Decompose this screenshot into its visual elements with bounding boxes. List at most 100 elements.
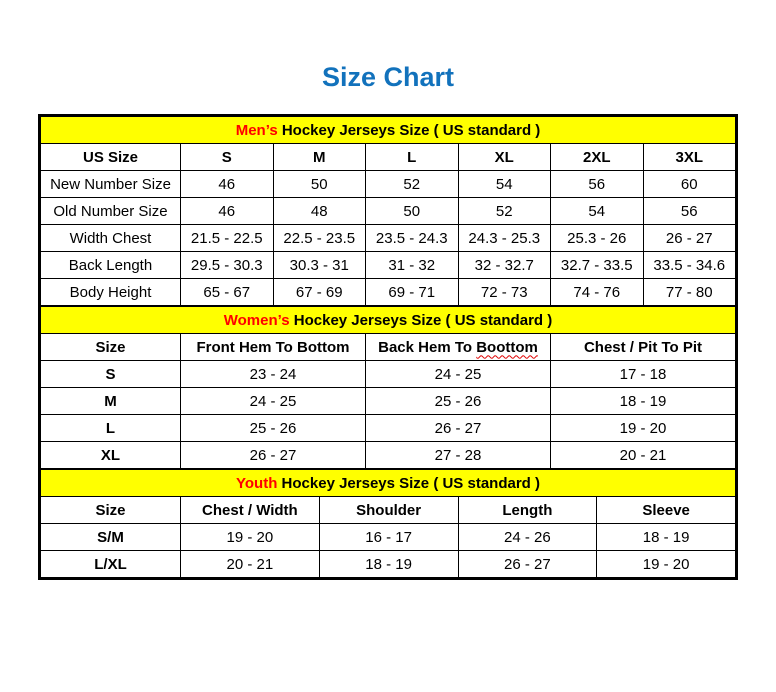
data-cell: 26 - 27: [365, 414, 551, 442]
data-cell: 52: [457, 197, 551, 225]
data-cell: 24.3 - 25.3: [457, 224, 551, 252]
youth-section-row: Youth Hockey Jerseys Size ( US standard …: [40, 469, 736, 497]
mens-data-row: Body Height 65 - 67 67 - 69 69 - 71 72 - 73 7…: [40, 278, 736, 306]
womens-section-accent: Women’s: [223, 311, 290, 329]
page: Size Chart Men’s Hockey Jerseys Size ( U…: [38, 62, 738, 580]
data-cell: 27 - 28: [365, 441, 551, 469]
youth-section-title: Youth Hockey Jerseys Size ( US standard …: [40, 469, 736, 497]
data-cell: 26 - 27: [457, 550, 598, 578]
data-cell: 60: [642, 170, 736, 198]
data-cell: 69 - 71: [365, 278, 459, 306]
data-cell: 25 - 26: [365, 387, 551, 415]
youth-section-accent: Youth: [236, 474, 278, 492]
data-cell: 16 - 17: [318, 523, 459, 551]
data-cell: 56: [550, 170, 644, 198]
data-cell: 22.5 - 23.5: [272, 224, 366, 252]
womens-data-row: L 25 - 26 26 - 27 19 - 20: [40, 414, 736, 442]
mens-column-header-4: XL: [457, 143, 551, 171]
mens-section-row: Men’s Hockey Jerseys Size ( US standard …: [40, 116, 736, 144]
misspelled-word: Boottom: [476, 338, 538, 356]
data-cell: 24 - 26: [457, 523, 598, 551]
data-cell: 65 - 67: [180, 278, 274, 306]
data-cell: 50: [272, 170, 366, 198]
data-cell: 24 - 25: [180, 387, 366, 415]
mens-column-header-0: US Size: [40, 143, 181, 171]
data-cell: 32 - 32.7: [457, 251, 551, 279]
data-cell: 20 - 21: [180, 550, 320, 578]
youth-column-header-1: Chest / Width: [180, 496, 320, 524]
row-label: M: [40, 387, 181, 415]
row-label: Back Length: [40, 251, 181, 279]
row-label: Width Chest: [40, 224, 181, 252]
row-label: Body Height: [40, 278, 181, 306]
womens-column-header-1: Front Hem To Bottom: [180, 333, 366, 361]
data-cell: 46: [180, 170, 274, 198]
mens-column-header-5: 2XL: [550, 143, 644, 171]
data-cell: 54: [457, 170, 551, 198]
data-cell: 23 - 24: [180, 360, 366, 388]
womens-column-header-2: Back Hem To Boottom: [365, 333, 551, 361]
womens-table: Women’s Hockey Jerseys Size ( US standar…: [40, 306, 736, 469]
data-cell: 19 - 20: [596, 550, 736, 578]
womens-section-title: Women’s Hockey Jerseys Size ( US standar…: [40, 306, 736, 334]
data-cell: 25.3 - 26: [550, 224, 644, 252]
size-chart: Men’s Hockey Jerseys Size ( US standard …: [38, 114, 738, 580]
womens-header-row: Size Front Hem To Bottom Back Hem To Boott…: [40, 333, 736, 361]
mens-data-row: Back Length 29.5 - 30.3 30.3 - 31 31 - 32 32…: [40, 251, 736, 279]
data-cell: 18 - 19: [550, 387, 736, 415]
youth-column-header-0: Size: [40, 496, 181, 524]
data-cell: 19 - 20: [180, 523, 320, 551]
data-cell: 18 - 19: [318, 550, 459, 578]
row-label: New Number Size: [40, 170, 181, 198]
data-cell: 54: [550, 197, 644, 225]
row-label: XL: [40, 441, 181, 469]
data-cell: 30.3 - 31: [272, 251, 366, 279]
data-cell: 31 - 32: [365, 251, 459, 279]
womens-data-row: S 23 - 24 24 - 25 17 - 18: [40, 360, 736, 388]
womens-column-header-0: Size: [40, 333, 181, 361]
mens-data-row: Old Number Size 46 48 50 52 54 56: [40, 197, 736, 225]
data-cell: 24 - 25: [365, 360, 551, 388]
data-cell: 17 - 18: [550, 360, 736, 388]
row-label: S/M: [40, 523, 181, 551]
data-cell: 46: [180, 197, 274, 225]
womens-data-row: XL 26 - 27 27 - 28 20 - 21: [40, 441, 736, 469]
row-label: L/XL: [40, 550, 181, 578]
page-title: Size Chart: [321, 62, 455, 92]
data-cell: 67 - 69: [272, 278, 366, 306]
data-cell: 18 - 19: [596, 523, 736, 551]
data-cell: 33.5 - 34.6: [642, 251, 736, 279]
mens-data-row: New Number Size 46 50 52 54 56 60: [40, 170, 736, 198]
data-cell: 50: [365, 197, 459, 225]
mens-section-accent: Men’s: [235, 121, 278, 139]
youth-column-header-3: Length: [457, 496, 598, 524]
womens-section-row: Women’s Hockey Jerseys Size ( US standar…: [40, 306, 736, 334]
row-label: Old Number Size: [40, 197, 181, 225]
youth-data-row: L/XL 20 - 21 18 - 19 26 - 27 19 - 20: [40, 550, 736, 578]
data-cell: 29.5 - 30.3: [180, 251, 274, 279]
row-label: L: [40, 414, 181, 442]
data-cell: 48: [272, 197, 366, 225]
data-cell: 26 - 27: [642, 224, 736, 252]
data-cell: 19 - 20: [550, 414, 736, 442]
youth-data-row: S/M 19 - 20 16 - 17 24 - 26 18 - 19: [40, 523, 736, 551]
mens-header-row: US Size S M L XL 2XL 3XL: [40, 143, 736, 171]
data-cell: 77 - 80: [642, 278, 736, 306]
womens-column-header-3: Chest / Pit To Pit: [550, 333, 736, 361]
data-cell: 56: [642, 197, 736, 225]
data-cell: 20 - 21: [550, 441, 736, 469]
mens-column-header-6: 3XL: [642, 143, 736, 171]
mens-column-header-1: S: [180, 143, 274, 171]
youth-table: Youth Hockey Jerseys Size ( US standard …: [40, 469, 736, 578]
data-cell: 23.5 - 24.3: [365, 224, 459, 252]
mens-column-header-2: M: [272, 143, 366, 171]
mens-table: Men’s Hockey Jerseys Size ( US standard …: [40, 116, 736, 306]
row-label: S: [40, 360, 181, 388]
youth-header-row: Size Chest / Width Shoulder Length Sleeve: [40, 496, 736, 524]
data-cell: 21.5 - 22.5: [180, 224, 274, 252]
mens-section-title: Men’s Hockey Jerseys Size ( US standard …: [40, 116, 736, 144]
womens-data-row: M 24 - 25 25 - 26 18 - 19: [40, 387, 736, 415]
data-cell: 52: [365, 170, 459, 198]
data-cell: 26 - 27: [180, 441, 366, 469]
data-cell: 32.7 - 33.5: [550, 251, 644, 279]
